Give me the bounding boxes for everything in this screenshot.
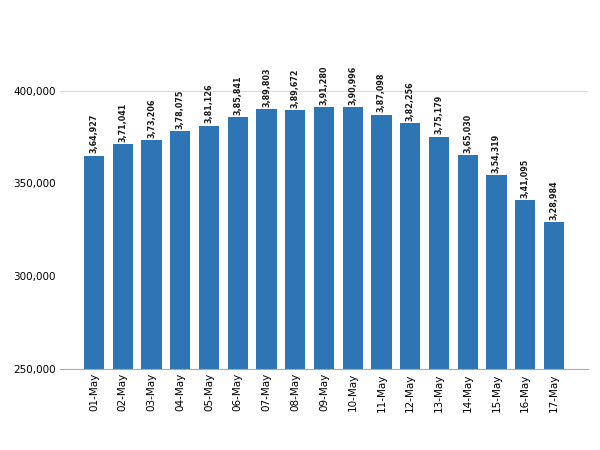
Text: 3,28,984: 3,28,984 xyxy=(550,180,559,220)
Bar xyxy=(113,144,133,450)
Bar xyxy=(458,156,478,450)
Bar xyxy=(343,107,363,450)
Bar xyxy=(487,176,506,450)
Text: 3,87,098: 3,87,098 xyxy=(377,73,386,112)
Bar xyxy=(371,114,392,450)
Bar xyxy=(228,117,248,450)
Text: 3,78,075: 3,78,075 xyxy=(176,90,185,129)
Bar xyxy=(170,131,190,450)
Bar xyxy=(142,140,161,450)
Text: 3,41,095: 3,41,095 xyxy=(521,158,530,198)
Bar xyxy=(84,156,104,450)
Bar xyxy=(429,137,449,450)
Text: Decline in average daily new cases (7 day moving average): Decline in average daily new cases (7 da… xyxy=(17,25,553,40)
Bar xyxy=(400,123,420,450)
Bar xyxy=(256,109,277,450)
Text: 3,64,927: 3,64,927 xyxy=(89,114,98,153)
Bar xyxy=(314,107,334,450)
Text: 3,90,996: 3,90,996 xyxy=(348,66,357,105)
Bar xyxy=(515,200,535,450)
Bar xyxy=(199,126,219,450)
Text: 3,89,803: 3,89,803 xyxy=(262,68,271,107)
Text: 3,81,126: 3,81,126 xyxy=(205,84,214,123)
Text: 3,73,206: 3,73,206 xyxy=(147,99,156,138)
Text: 3,91,280: 3,91,280 xyxy=(320,65,329,104)
Text: 3,89,672: 3,89,672 xyxy=(291,68,300,108)
Text: 3,75,179: 3,75,179 xyxy=(434,95,443,135)
Text: 3,85,841: 3,85,841 xyxy=(233,75,242,115)
Bar xyxy=(285,110,305,450)
Text: 3,65,030: 3,65,030 xyxy=(463,114,472,153)
Text: 3,82,256: 3,82,256 xyxy=(406,81,415,121)
Text: 3,71,041: 3,71,041 xyxy=(118,103,127,142)
Text: 3,54,319: 3,54,319 xyxy=(492,134,501,173)
Bar xyxy=(544,222,564,450)
